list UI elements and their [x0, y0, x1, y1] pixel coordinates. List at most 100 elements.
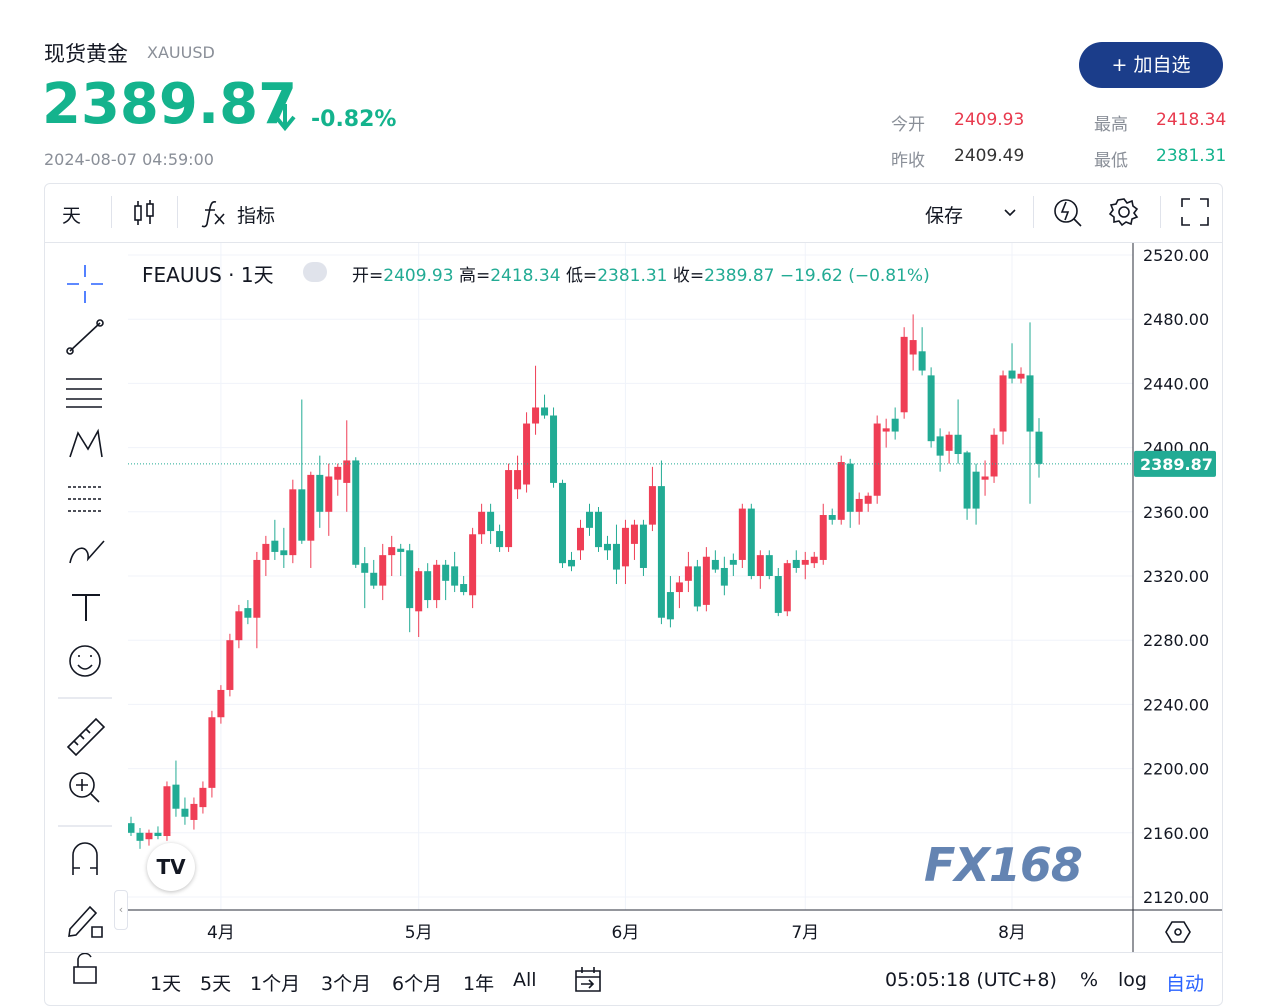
candle-body — [675, 582, 683, 593]
range-button[interactable]: 6个月 — [392, 973, 443, 995]
candle-body — [577, 527, 585, 551]
candle-body — [738, 508, 746, 560]
candle-body — [550, 415, 558, 483]
y-tick-label: 2520.00 — [1143, 246, 1209, 265]
candle-body — [262, 543, 270, 560]
divider — [1160, 196, 1161, 228]
candle-body — [388, 547, 396, 556]
log-toggle[interactable]: log — [1118, 969, 1147, 991]
candle-body — [783, 563, 791, 612]
range-button[interactable]: 1天 — [150, 973, 182, 995]
percent-toggle[interactable]: % — [1080, 969, 1099, 991]
candle-body — [702, 556, 710, 605]
candle-body — [298, 489, 306, 541]
range-button[interactable]: 3个月 — [321, 973, 372, 995]
ohlc-legend: 开=2409.93 高=2418.34 低=2381.31 收=2389.87 … — [352, 261, 930, 286]
emoji-tool[interactable] — [69, 645, 101, 677]
axis-settings[interactable] — [1165, 920, 1191, 944]
change: -0.82% — [311, 107, 397, 132]
ruler-tool[interactable] — [66, 717, 106, 757]
candle-body — [190, 803, 198, 820]
y-tick-label: 2440.00 — [1143, 374, 1209, 393]
candle-body — [900, 336, 908, 413]
brush-tool[interactable] — [69, 540, 105, 564]
collapse-toolbar[interactable]: ‹ — [114, 890, 128, 930]
lock-drawing-tool[interactable] — [68, 905, 103, 938]
candle-body — [684, 566, 692, 581]
add-watchlist-button[interactable]: + 加自选 — [1079, 42, 1223, 88]
chart-type-button[interactable] — [130, 198, 158, 228]
x-tick-label: 7月 — [791, 923, 819, 943]
stat-label: 最低 — [1094, 151, 1128, 171]
candle-body — [163, 786, 171, 837]
collapse-legend[interactable] — [303, 262, 327, 282]
line-tool[interactable] — [69, 322, 101, 352]
candle-body — [352, 460, 360, 565]
range-button[interactable]: 1个月 — [250, 973, 301, 995]
candle-body — [765, 555, 773, 576]
candle-body — [496, 531, 504, 548]
candle-body — [612, 543, 620, 570]
range-button[interactable]: 5天 — [200, 973, 232, 995]
alert-icon[interactable] — [1052, 196, 1084, 228]
tv-logo[interactable]: TV — [147, 843, 195, 891]
candle-body — [774, 576, 782, 613]
range-button[interactable]: All — [513, 969, 537, 991]
magnet-tool[interactable] — [72, 842, 98, 875]
auto-toggle[interactable]: 自动 — [1166, 973, 1205, 995]
x-tick-label: 4月 — [207, 923, 235, 943]
candle-body — [648, 486, 656, 525]
chart: 2120.00 2160.00 2200.00 2240.00 2280.00 2320.… — [128, 243, 1222, 952]
interval-button[interactable]: 天 — [62, 205, 82, 227]
fx-icon[interactable] — [200, 198, 228, 228]
candle-body — [253, 559, 261, 618]
candle-body — [954, 434, 962, 455]
settings-icon[interactable] — [1108, 196, 1140, 228]
legend-change: −19.62 (−0.81%) — [779, 266, 930, 286]
candle-body — [397, 548, 405, 552]
legend-label: 开= — [352, 266, 384, 286]
candle-body — [594, 511, 602, 548]
price: 2389.87 — [42, 72, 298, 137]
candle-body — [460, 584, 468, 593]
range-button[interactable]: 1年 — [463, 973, 495, 995]
drawing-tools — [58, 265, 112, 984]
x-tick-label: 6月 — [612, 923, 640, 943]
x-tick-label: 5月 — [405, 923, 433, 943]
candle-body — [451, 566, 459, 586]
save-button[interactable]: 保存 — [925, 205, 964, 227]
chart-symbol: FEAUUS · 1天 — [142, 263, 274, 287]
pattern-tool[interactable] — [69, 428, 103, 458]
candle-body — [927, 375, 935, 442]
candle-body — [972, 471, 980, 509]
candle-body — [990, 434, 998, 477]
candle-body — [855, 498, 863, 512]
candle-body — [810, 556, 818, 564]
candle-body — [909, 340, 917, 355]
candle-body — [244, 608, 252, 618]
candle-body — [837, 462, 845, 520]
candle-body — [568, 559, 576, 567]
y-tick-label: 2320.00 — [1143, 567, 1209, 586]
candle-body — [424, 571, 432, 601]
fib-tool[interactable] — [66, 378, 102, 408]
candle-body — [828, 515, 836, 520]
save-dropdown[interactable] — [1002, 204, 1018, 220]
date-range-button[interactable] — [573, 965, 605, 995]
candle-body — [406, 550, 414, 609]
fullscreen-icon[interactable] — [1180, 197, 1210, 227]
candle-body — [469, 534, 477, 596]
projection-tool[interactable] — [68, 486, 102, 512]
crosshair-tool[interactable] — [67, 265, 103, 303]
unlock-tool[interactable] — [73, 952, 97, 984]
candle-body — [316, 474, 324, 512]
zoom-tool[interactable] — [69, 772, 95, 798]
candle-body — [505, 470, 513, 548]
legend-label: 高= — [458, 266, 491, 286]
y-tick-label: 2280.00 — [1143, 631, 1209, 650]
indicators-button[interactable]: 指标 — [237, 205, 276, 227]
candle-body — [747, 508, 755, 576]
legend-value: 2409.93 — [383, 266, 454, 286]
candle-body — [514, 470, 522, 490]
text-tool[interactable] — [72, 594, 100, 621]
